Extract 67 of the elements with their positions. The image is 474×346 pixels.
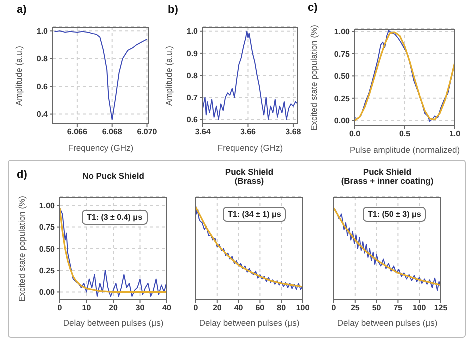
chart-title: Puck Shield (Brass + inner coating) — [340, 167, 435, 186]
y-tick-label: 0.4 — [36, 110, 49, 120]
x-tick-label: 0.0 — [349, 130, 362, 139]
y-tick-label: 0.9 — [186, 49, 199, 58]
x-tick-label: 0.5 — [399, 130, 412, 139]
y-tick-label: 0.75 — [334, 50, 351, 59]
y-tick-label: 0.7 — [186, 93, 199, 102]
x-tick-label: 0 — [58, 304, 63, 313]
x-tick-label: 100 — [412, 304, 427, 313]
y-tick-label: 0.25 — [39, 266, 56, 276]
x-axis-title: Delay between pulses (μs) — [199, 318, 300, 328]
x-tick-label: 0 — [332, 304, 337, 313]
chart-title: Puck Shield (Brass) — [224, 167, 275, 186]
y-tick-label: 0.8 — [186, 71, 199, 80]
annotation: T1: (34 ± 1) μs — [223, 207, 286, 222]
y-axis-title: Excited state population (%) — [17, 194, 28, 304]
x-axis-title: Delay between pulses (μs) — [63, 318, 164, 328]
y-tick-label: 0.6 — [186, 115, 199, 124]
x-tick-label: 3.68 — [286, 128, 302, 137]
x-tick-label: 10 — [82, 304, 92, 313]
annotation: T1: (50 ± 3) μs — [363, 207, 426, 222]
x-tick-label: 1.0 — [449, 130, 462, 139]
y-tick-label: 0.00 — [334, 116, 351, 126]
x-tick-label: 3.64 — [195, 128, 212, 137]
x-tick-label: 60 — [256, 304, 266, 313]
x-axis-title: Pulse amplitude (normalized) — [348, 145, 462, 155]
x-tick-label: 3.66 — [240, 128, 257, 137]
text: a) — [17, 4, 27, 16]
x-tick-label: 25 — [350, 304, 360, 313]
y-tick-label: 0.6 — [36, 82, 49, 92]
x-tick-label: 125 — [434, 304, 448, 313]
y-axis-title: Excited state population (%) — [309, 24, 320, 132]
x-tick-label: 50 — [372, 304, 382, 313]
x-tick-label: 75 — [394, 304, 404, 313]
y-tick-label: 1.00 — [334, 28, 351, 37]
y-tick-label: 0.75 — [39, 223, 56, 232]
x-tick-label: 80 — [277, 304, 287, 313]
line-series — [54, 30, 148, 120]
y-tick-label: 0.25 — [334, 94, 351, 104]
x-tick-label: 40 — [162, 304, 172, 313]
text: c) — [308, 2, 318, 14]
text: d) — [17, 169, 28, 181]
y-tick-label: 0.00 — [39, 288, 56, 298]
x-axis-title: Frequency (GHz) — [67, 143, 135, 153]
x-tick-label: 20 — [109, 304, 118, 313]
y-axis-title: Amplitude (a.u.) — [164, 44, 175, 108]
x-axis-title: Frequency (GHz) — [216, 143, 284, 153]
x-tick-label: 6.068 — [102, 128, 123, 137]
text: b) — [168, 4, 178, 16]
x-tick-label: 100 — [296, 304, 310, 313]
chart-title: No Puck Shield — [82, 171, 144, 181]
line-series — [203, 30, 298, 120]
x-axis-title: Delay between pulses (μs) — [337, 318, 438, 328]
y-tick-label: 0.50 — [334, 72, 351, 82]
x-tick-label: 30 — [136, 304, 146, 313]
x-tick-label: 20 — [212, 304, 222, 313]
y-tick-label: 0.8 — [36, 54, 49, 64]
x-tick-label: 40 — [234, 304, 244, 313]
x-tick-label: 6.066 — [67, 128, 88, 137]
y-tick-label: 0.50 — [39, 244, 56, 254]
x-tick-label: 0 — [194, 304, 199, 313]
y-axis-title: Amplitude (a.u.) — [14, 44, 25, 108]
annotation: T1: (3 ± 0.4) μs — [82, 210, 148, 225]
y-tick-label: 1.0 — [36, 26, 49, 36]
y-tick-label: 1.00 — [39, 201, 56, 210]
y-tick-label: 1.0 — [186, 27, 199, 36]
x-tick-label: 6.070 — [137, 128, 158, 137]
